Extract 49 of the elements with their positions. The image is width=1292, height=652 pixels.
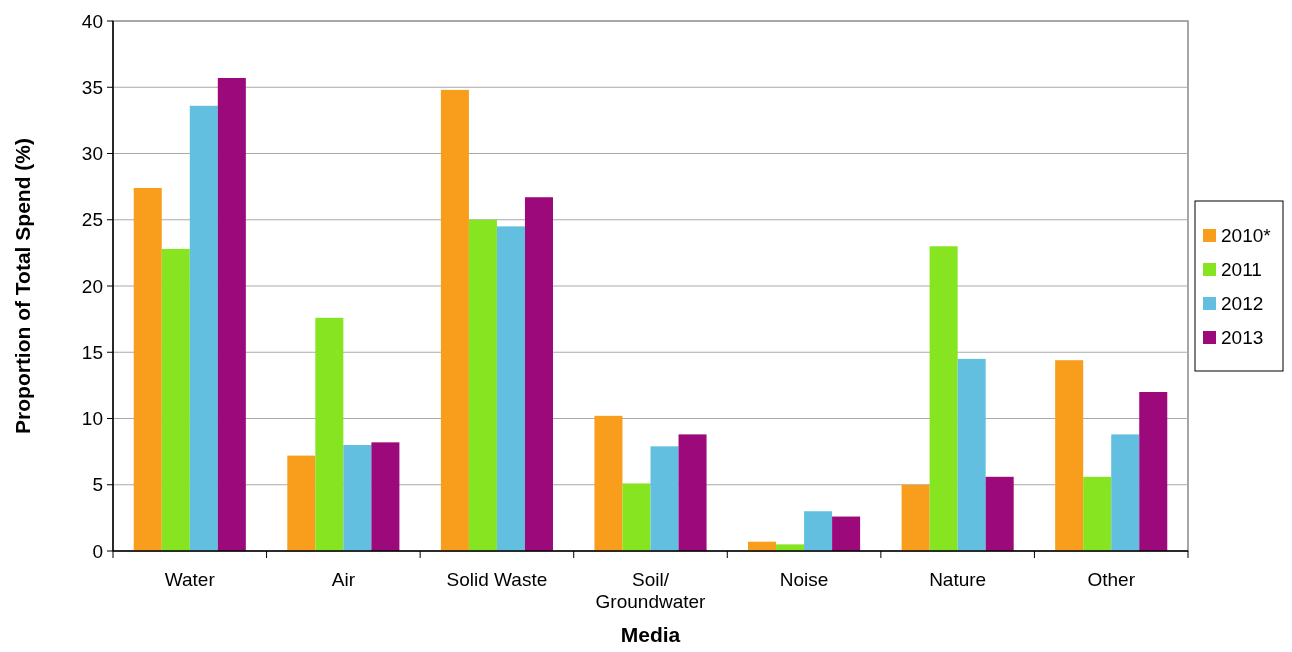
bar <box>161 248 190 551</box>
bar <box>804 511 833 551</box>
bar <box>678 434 707 551</box>
bar <box>440 89 469 551</box>
x-tick-label: Solid Waste <box>446 569 548 590</box>
y-tick-label: 10 <box>81 408 103 430</box>
y-tick-label: 30 <box>81 143 103 165</box>
bar <box>957 358 986 551</box>
x-tick-label: Nature <box>929 569 987 590</box>
x-tick-label: Noise <box>779 569 829 590</box>
bar <box>901 484 930 551</box>
bar <box>1111 434 1140 551</box>
x-tick-label: Water <box>164 569 216 590</box>
x-axis-title: Media <box>620 623 681 646</box>
bar <box>985 476 1014 551</box>
legend-label: 2013 <box>1221 326 1264 348</box>
bar <box>832 516 861 551</box>
y-tick-label: 0 <box>92 540 103 562</box>
bar <box>1083 476 1112 551</box>
bar <box>287 455 316 551</box>
bar <box>524 197 553 551</box>
bar <box>189 105 218 551</box>
bar <box>1055 360 1084 551</box>
legend-label: 2010* <box>1221 224 1272 246</box>
y-axis-title: Proportion of Total Spend (%) <box>11 138 34 434</box>
bar <box>217 77 246 551</box>
bar <box>371 442 400 551</box>
bar <box>343 445 372 551</box>
bar <box>776 544 805 551</box>
bar <box>315 317 344 551</box>
bar <box>622 483 651 551</box>
y-tick-label: 35 <box>81 76 103 98</box>
bar <box>594 415 623 551</box>
bar <box>468 219 497 551</box>
x-tick-label: Soil/ Groundwater <box>595 569 707 612</box>
legend-label: 2011 <box>1221 258 1262 280</box>
legend-label: 2012 <box>1221 292 1264 314</box>
bar <box>650 446 679 551</box>
bar <box>496 226 525 551</box>
bar <box>1139 392 1168 551</box>
y-tick-label: 40 <box>81 10 103 32</box>
bar <box>133 187 162 551</box>
x-tick-label: Air <box>331 569 356 590</box>
y-tick-label: 15 <box>81 341 103 363</box>
x-tick-label: Other <box>1087 569 1136 590</box>
y-tick-label: 25 <box>81 209 103 231</box>
bar <box>929 246 958 551</box>
y-tick-label: 5 <box>92 474 103 496</box>
y-tick-label: 20 <box>81 275 103 297</box>
